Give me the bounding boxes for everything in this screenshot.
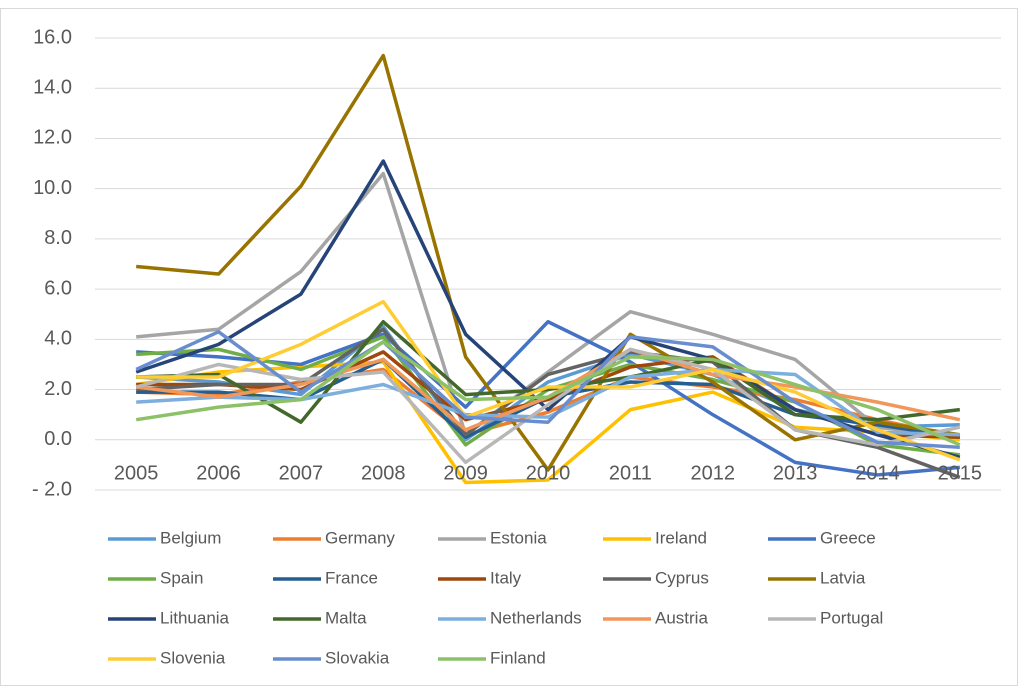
y-tick-label: - 2.0 bbox=[32, 478, 72, 500]
x-tick-label: 2006 bbox=[196, 462, 241, 484]
y-tick-label: 2.0 bbox=[44, 378, 72, 400]
legend-label: Netherlands bbox=[490, 608, 582, 627]
legend-label: Germany bbox=[325, 528, 395, 547]
x-tick-label: 2013 bbox=[773, 462, 818, 484]
legend-label: Ireland bbox=[655, 528, 707, 547]
y-tick-label: 14.0 bbox=[33, 77, 72, 99]
y-tick-label: 4.0 bbox=[44, 328, 72, 350]
y-tick-label: 8.0 bbox=[44, 227, 72, 249]
x-tick-label: 2010 bbox=[526, 462, 571, 484]
legend-label: Portugal bbox=[820, 608, 883, 627]
y-tick-label: 0.0 bbox=[44, 428, 72, 450]
legend-label: Slovakia bbox=[325, 648, 390, 667]
series-line bbox=[135, 347, 961, 465]
legend-label: Italy bbox=[490, 568, 522, 587]
legend-label: Belgium bbox=[160, 528, 221, 547]
legend-label: Cyprus bbox=[655, 568, 709, 587]
legend-label: Austria bbox=[655, 608, 708, 627]
legend-label: Malta bbox=[325, 608, 367, 627]
legend-label: Slovenia bbox=[160, 648, 226, 667]
x-tick-label: 2008 bbox=[361, 462, 406, 484]
y-tick-label: 12.0 bbox=[33, 127, 72, 149]
legend-label: Finland bbox=[490, 648, 546, 667]
series-line bbox=[136, 171, 961, 440]
legend-label: Lithuania bbox=[160, 608, 230, 627]
x-tick-label: 2014 bbox=[855, 462, 900, 484]
legend-label: Latvia bbox=[820, 568, 866, 587]
x-tick-label: 2015 bbox=[938, 462, 983, 484]
x-tick-label: 2012 bbox=[690, 462, 735, 484]
legend-label: Greece bbox=[820, 528, 876, 547]
y-tick-label: 10.0 bbox=[33, 177, 72, 199]
series-line bbox=[135, 330, 960, 450]
legend-label: Spain bbox=[160, 568, 203, 587]
x-tick-label: 2005 bbox=[114, 462, 159, 484]
series-line bbox=[135, 340, 961, 447]
x-tick-label: 2007 bbox=[279, 462, 324, 484]
legend-label: Estonia bbox=[490, 528, 547, 547]
y-tick-label: 16.0 bbox=[33, 26, 72, 48]
x-tick-label: 2011 bbox=[609, 462, 652, 484]
series-line bbox=[136, 299, 961, 462]
series-line bbox=[135, 360, 960, 485]
y-tick-label: 6.0 bbox=[44, 277, 72, 299]
x-tick-label: 2009 bbox=[443, 462, 488, 484]
legend-label: France bbox=[325, 568, 378, 587]
chart-frame bbox=[0, 8, 1018, 686]
